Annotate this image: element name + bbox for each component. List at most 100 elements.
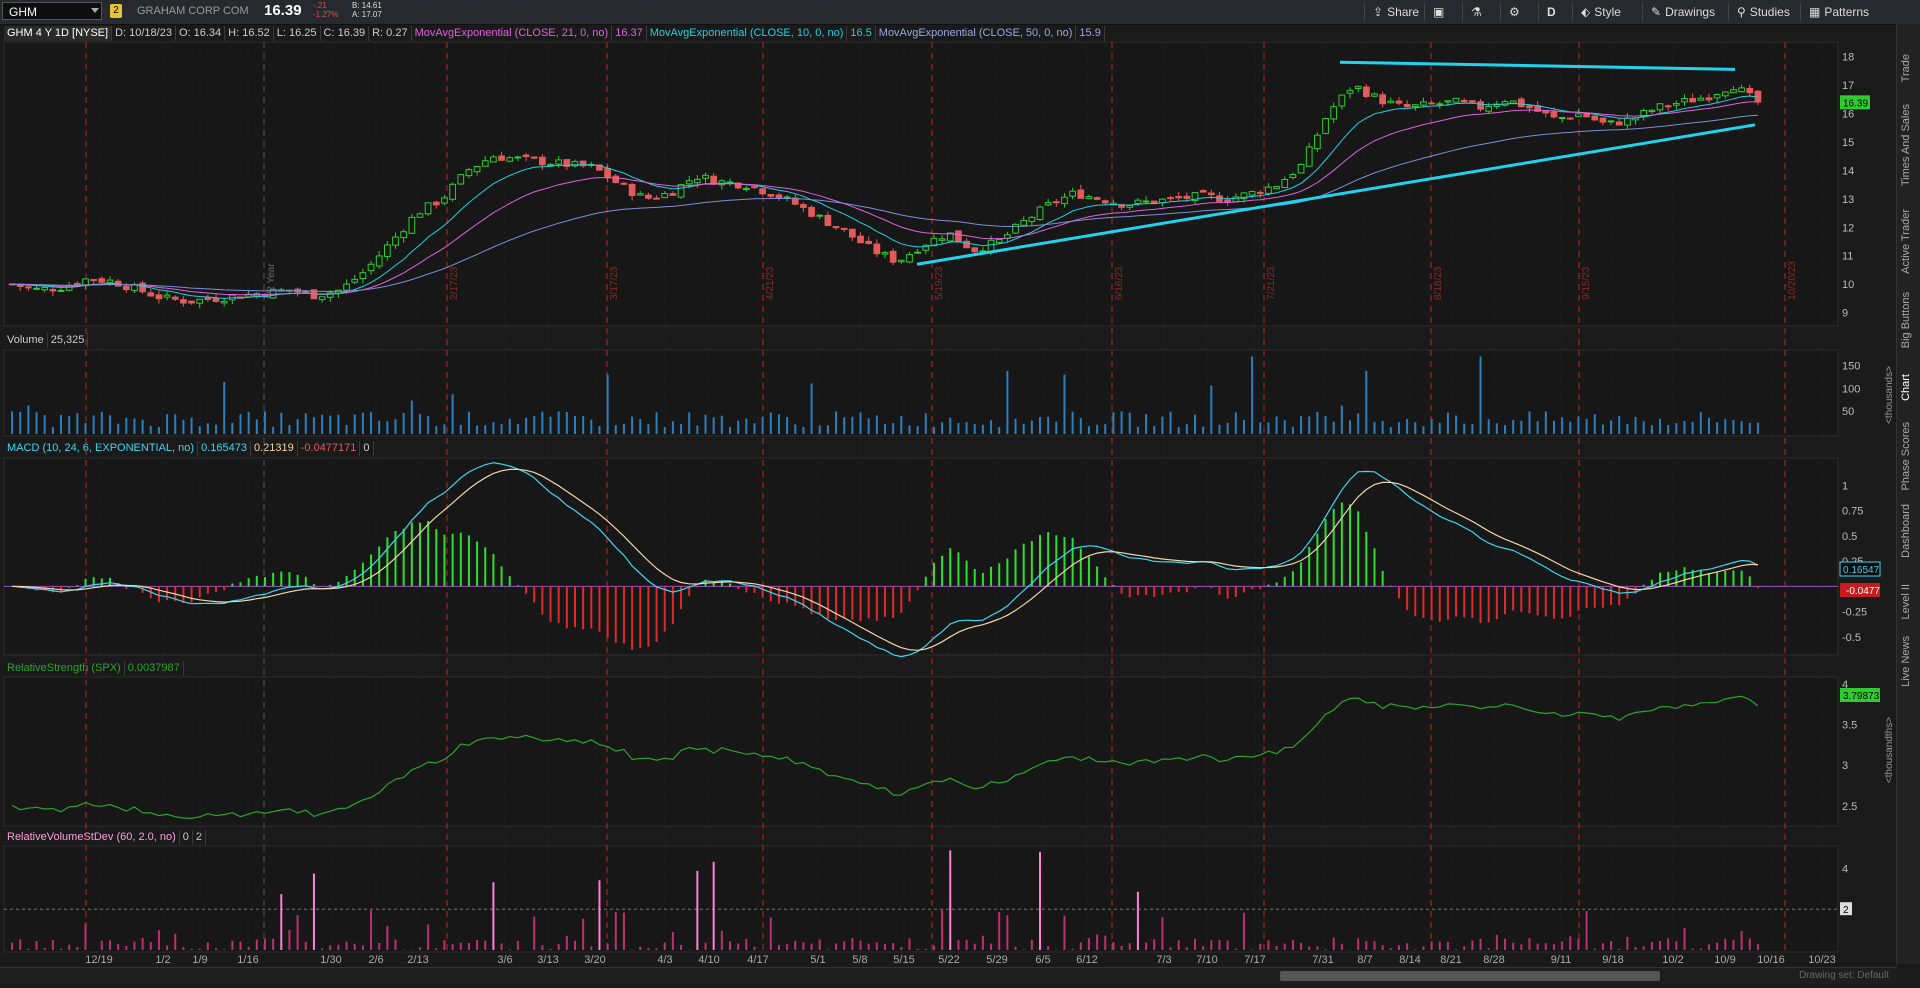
close-readout: C: 16.39 [321,26,370,41]
settings-button[interactable]: ⚙ [1500,3,1520,21]
last-price-tag-label: 16.39 [1843,98,1868,109]
company-name: GRAHAM CORP COM [137,5,249,17]
candle-body [1167,197,1174,200]
candle-body [90,279,98,282]
candle-body [1248,191,1256,196]
ema50-label[interactable]: MovAvgExponential (CLOSE, 50, 0, no) [876,26,1077,41]
candle-body [1012,223,1019,234]
candle-body [1615,121,1623,126]
candle-body [1036,206,1044,220]
flask-button[interactable]: ⚗ [1462,3,1482,21]
macd-tick-label: 0.5 [1842,531,1857,543]
candle-body [1656,103,1664,111]
candle-body [1526,105,1533,109]
rvsd-v1: 0 [180,830,193,845]
candle-body [1265,186,1272,194]
share-button[interactable]: ⇪ Share [1364,3,1419,21]
scrollbar-thumb[interactable] [1280,971,1660,981]
price-info-bar: GHM 4 Y 1D [NYSE] D: 10/18/23 O: 16.34 H: 1… [4,26,1105,41]
style-button[interactable]: ⬖ Style [1572,3,1621,21]
candle-body [1240,192,1248,199]
macd-label[interactable]: MACD (10, 24, 6, EXPONENTIAL, no) [4,441,199,456]
open-readout: O: 16.34 [176,26,226,41]
candle-body [669,193,677,196]
candle-body [1142,200,1150,203]
macd-info-bar: MACD (10, 24, 6, EXPONENTIAL, no) 0.16547… [4,441,374,456]
macd-value-tag-label: 0.16547 [1843,565,1880,576]
candle-body [1224,199,1231,203]
candle-body [1485,106,1493,112]
candle-body [359,272,367,280]
x-tick-label: 3/13 [537,954,558,966]
candle-body [1093,197,1101,200]
candle-body [188,300,195,304]
candle-body [1183,195,1191,199]
candle-body [1207,192,1215,196]
last-price: 16.39 [264,2,302,19]
sidebar-tab-live-news[interactable]: Live News [1900,636,1912,687]
candle-body [1738,87,1745,93]
patterns-button[interactable]: ▦ Patterns [1800,3,1869,21]
candle-body [1289,174,1297,179]
candle-body [1273,186,1280,190]
candle-body [1044,202,1052,206]
x-tick-label: 5/15 [893,954,914,966]
chart-area[interactable]: 12/19 1/2 1/9 1/16 1/30 2/6 2/13 3/6 3/13 3/20 4/3… [0,0,1897,966]
sidebar-tab-active-trader[interactable]: Active Trader [1900,209,1912,274]
sidebar-tab-big-buttons[interactable]: Big Buttons [1900,292,1912,349]
sidebar-tab-phase-scores[interactable]: Phase Scores [1900,422,1912,491]
candle-body [1403,103,1411,108]
volume-unit: <thousands> [1884,366,1895,424]
candle-body [1322,118,1329,134]
candle-body [930,237,938,247]
candle-body [1077,189,1085,199]
candle-body [49,288,57,292]
ema21-label[interactable]: MovAvgExponential (CLOSE, 21, 0, no) [412,26,613,41]
x-tick-label: 10/2 [1662,954,1683,966]
candle-body [1689,97,1697,103]
rs-label[interactable]: RelativeStrength (SPX) [4,661,125,676]
snapshot-button[interactable]: ▣ [1424,3,1444,21]
sidebar-tab-times-and-sales[interactable]: Times And Sales [1900,104,1912,187]
symbol-input[interactable]: GHM [2,2,102,20]
rvsd-label[interactable]: RelativeVolumeStDev (60, 2.0, no) [4,830,180,845]
ema10-value: 16.5 [847,26,876,41]
sidebar-tab-dashboard[interactable]: Dashboard [1900,504,1912,558]
candle-body [702,174,709,179]
candle-body [1338,94,1346,107]
sidebar-tab-chart[interactable]: Chart [1900,374,1912,401]
ema10-label[interactable]: MovAvgExponential (CLOSE, 10, 0, no) [647,26,848,41]
candle-body [302,290,310,293]
candle-body [955,230,962,243]
candle-body [563,159,571,167]
candle-body [579,160,587,167]
link-badge[interactable]: 2 [110,4,122,18]
pane-0 [3,41,1839,327]
studies-icon: ⚲ [1737,5,1746,19]
candle-body [1460,99,1468,103]
price-tick-label: 16 [1842,108,1854,120]
studies-button[interactable]: ⚲ Studies [1728,3,1790,21]
candle-body [767,194,775,197]
volume-label[interactable]: Volume [4,333,48,348]
time-scrollbar[interactable]: Drawing set: Default [0,967,1897,984]
candle-body [645,194,652,199]
candle-body [612,175,620,184]
chevron-down-icon[interactable] [91,8,99,13]
sidebar-tab-level-ii[interactable]: Level II [1900,584,1912,620]
candle-body [1085,196,1093,200]
timeframe-button[interactable]: D [1538,3,1556,21]
sidebar-tab-trade[interactable]: Trade [1900,54,1912,83]
high-readout: H: 16.52 [225,26,274,41]
candle-body [392,236,399,246]
x-tick-label: 6/12 [1076,954,1097,966]
candle-body [1713,94,1721,99]
candle-body [889,250,897,263]
candle-body [269,288,277,299]
drawings-button[interactable]: ✎ Drawings [1642,3,1715,21]
candle-body [1420,101,1427,106]
candle-body [1297,163,1305,174]
candle-body [530,156,538,159]
candle-body [204,297,212,301]
candle-body [490,156,497,163]
